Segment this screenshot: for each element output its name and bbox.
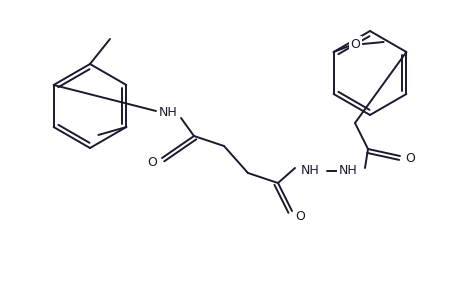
Text: NH: NH [338,164,357,178]
Text: NH: NH [158,107,177,120]
Text: O: O [294,210,304,223]
Text: O: O [404,152,414,164]
Text: O: O [350,38,360,51]
Text: O: O [147,155,157,168]
Text: NH: NH [300,164,318,178]
